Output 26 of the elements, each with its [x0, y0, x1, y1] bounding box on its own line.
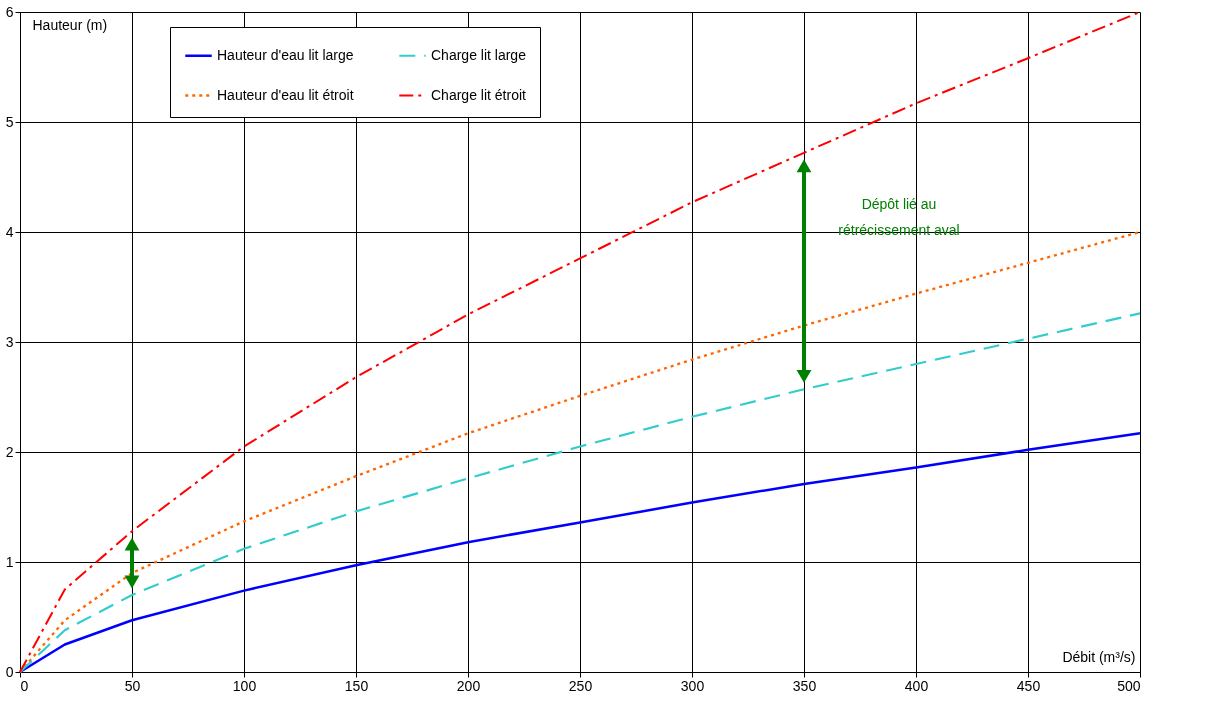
line-series — [18, 312, 1142, 674]
x-tick-label: 0 — [20, 677, 29, 694]
y-axis-title: Hauteur (m) — [32, 16, 108, 33]
legend-label: Charge lit étroit — [431, 86, 527, 103]
legend-label: Charge lit large — [431, 46, 527, 63]
x-tick-label: 300 — [680, 677, 705, 694]
legend-label: Hauteur d'eau lit étroit — [217, 86, 354, 103]
x-tick-label: 150 — [344, 677, 369, 694]
x-tick-label: 250 — [568, 677, 593, 694]
y-tick-label: 6 — [5, 3, 14, 20]
x-tick-label: 450 — [1016, 677, 1041, 694]
x-tick-label: 350 — [792, 677, 817, 694]
y-tick-label: 3 — [5, 333, 14, 350]
y-tick-label: 1 — [5, 553, 14, 570]
line-series — [18, 432, 1142, 674]
y-tick-label: 5 — [5, 113, 14, 130]
x-tick-label: 500 — [1117, 677, 1141, 694]
y-tick-label: 0 — [5, 663, 14, 680]
y-tick-label: 2 — [5, 443, 14, 460]
x-tick-label: 100 — [232, 677, 257, 694]
legend-label: Hauteur d'eau lit large — [217, 46, 354, 63]
y-tick-label: 4 — [5, 223, 14, 240]
x-tick-label: 400 — [904, 677, 929, 694]
x-tick-label: 200 — [456, 677, 481, 694]
x-axis-title: Débit (m³/s) — [1062, 648, 1136, 665]
x-tick-label: 50 — [124, 677, 141, 694]
